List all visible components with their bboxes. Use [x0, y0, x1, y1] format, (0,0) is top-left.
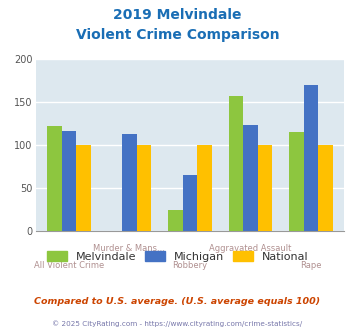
Text: Aggravated Assault: Aggravated Assault [209, 244, 292, 253]
Bar [47, 126, 61, 231]
Text: © 2025 CityRating.com - https://www.cityrating.com/crime-statistics/: © 2025 CityRating.com - https://www.city… [53, 320, 302, 327]
Bar [258, 145, 272, 231]
Bar [137, 145, 151, 231]
Text: Murder & Mans...: Murder & Mans... [93, 244, 165, 253]
Bar [229, 96, 243, 231]
Text: Rape: Rape [300, 261, 322, 270]
Bar [122, 134, 137, 231]
Bar [183, 175, 197, 231]
Bar [76, 145, 91, 231]
Bar [168, 210, 183, 231]
Text: Violent Crime Comparison: Violent Crime Comparison [76, 28, 279, 42]
Bar [243, 125, 258, 231]
Text: 2019 Melvindale: 2019 Melvindale [113, 8, 242, 22]
Bar [197, 145, 212, 231]
Text: Compared to U.S. average. (U.S. average equals 100): Compared to U.S. average. (U.S. average … [34, 297, 321, 306]
Bar [289, 132, 304, 231]
Bar [318, 145, 333, 231]
Bar [304, 85, 318, 231]
Bar [61, 131, 76, 231]
Text: Robbery: Robbery [173, 261, 207, 270]
Text: All Violent Crime: All Violent Crime [34, 261, 104, 270]
Legend: Melvindale, Michigan, National: Melvindale, Michigan, National [42, 247, 313, 267]
